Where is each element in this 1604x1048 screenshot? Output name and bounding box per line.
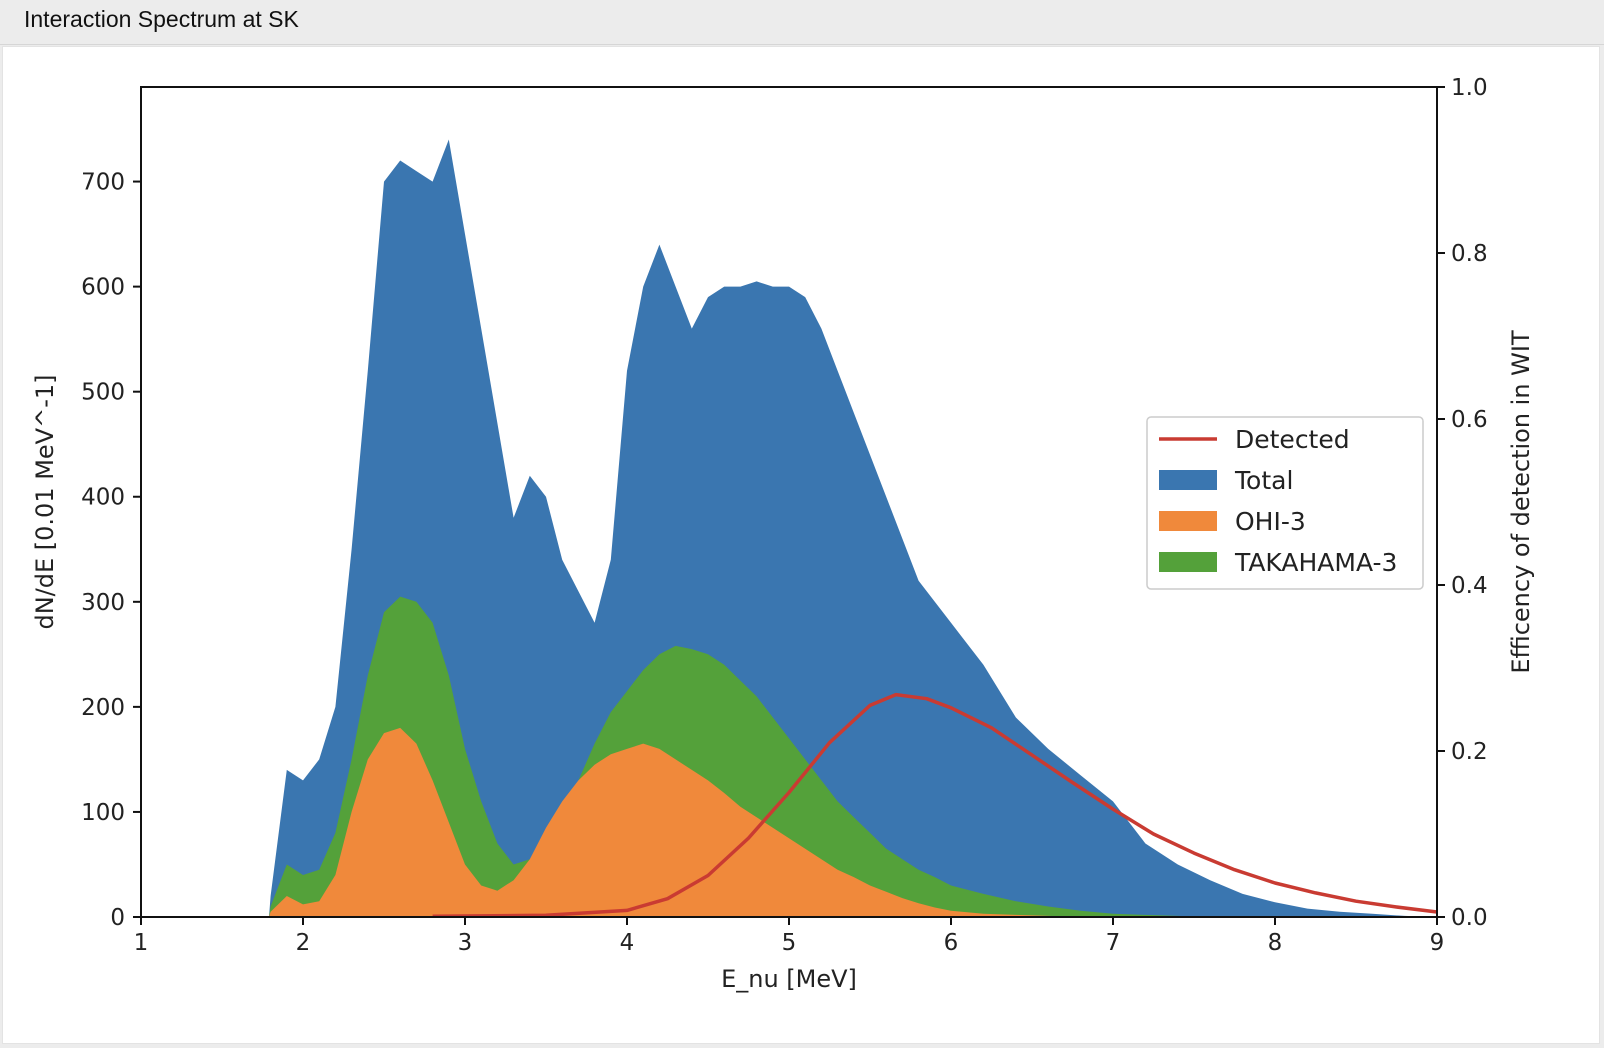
y2-axis-ticks: 0.0 0.2 0.4 0.6 0.8 1.0 (1437, 75, 1488, 931)
y2-tick-label: 1.0 (1451, 75, 1488, 101)
y-axis-ticks: 0 100 200 300 400 500 600 700 (81, 170, 141, 931)
x-tick-label: 7 (1106, 930, 1121, 956)
legend-label-detected: Detected (1235, 425, 1350, 454)
x-axis-label: E_nu [MeV] (721, 965, 857, 993)
legend-label-ohi-3: OHI-3 (1235, 507, 1306, 536)
legend: Detected Total OHI-3 TAKAHAMA-3 (1146, 416, 1424, 590)
y2-axis-label: Efficency of detection in WIT (1507, 330, 1535, 674)
y-axis-label: dN/dE [0.01 MeV^-1] (31, 374, 59, 629)
area-takahama-3 (141, 596, 1437, 917)
legend-box (1146, 416, 1424, 590)
y-tick-label: 200 (81, 695, 125, 721)
y2-tick-label: 0.0 (1451, 905, 1488, 931)
legend-label-takahama-3: TAKAHAMA-3 (1234, 548, 1397, 577)
detected-line-group (432, 692, 1438, 918)
y2-tick-label: 0.4 (1451, 573, 1488, 599)
y-tick-label: 300 (81, 590, 125, 616)
x-tick-label: 6 (944, 930, 959, 956)
area-series-group (141, 139, 1437, 917)
x-tick-label: 5 (782, 930, 797, 956)
area-total (141, 139, 1437, 917)
line-detected (432, 692, 1438, 918)
legend-swatch-takahama-3 (1159, 552, 1217, 572)
y-tick-label: 500 (81, 380, 125, 406)
y2-tick-label: 0.2 (1451, 739, 1488, 765)
legend-label-total: Total (1234, 466, 1293, 495)
y-tick-label: 0 (110, 905, 125, 931)
legend-swatch-total (1159, 470, 1217, 490)
y2-tick-label: 0.6 (1451, 407, 1488, 433)
x-tick-label: 1 (134, 930, 149, 956)
legend-swatch-ohi-3 (1159, 511, 1217, 531)
x-tick-label: 4 (620, 930, 635, 956)
y-tick-label: 700 (81, 170, 125, 196)
x-axis-ticks: 1 2 3 4 5 6 7 8 9 (134, 917, 1445, 956)
y-tick-label: 600 (81, 275, 125, 301)
area-ohi-3 (141, 727, 1437, 917)
x-tick-label: 8 (1268, 930, 1283, 956)
x-tick-label: 9 (1430, 930, 1445, 956)
y-tick-label: 100 (81, 800, 125, 826)
window-titlebar[interactable]: Interaction Spectrum at SK (0, 0, 1604, 45)
x-tick-label: 2 (296, 930, 311, 956)
x-tick-label: 3 (458, 930, 473, 956)
window-title: Interaction Spectrum at SK (24, 6, 299, 32)
y2-tick-label: 0.8 (1451, 241, 1488, 267)
y-tick-label: 400 (81, 485, 125, 511)
